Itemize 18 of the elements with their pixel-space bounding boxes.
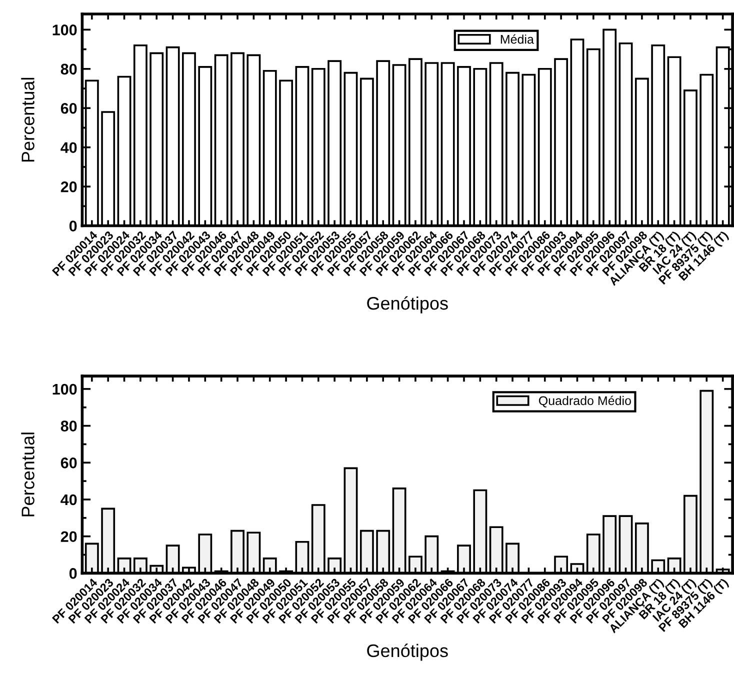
- y-tick-label: 80: [60, 64, 77, 75]
- y-tick-label: 100: [52, 24, 77, 36]
- x-axis-title: Genótipos: [367, 296, 448, 314]
- y-tick-label: 20: [60, 181, 77, 192]
- y-tick-label: 80: [60, 420, 77, 432]
- y-tick-label: 40: [60, 142, 77, 154]
- legend-label: Quadrado Médio: [538, 396, 631, 408]
- y-axis-title: Percentual: [21, 78, 34, 162]
- y-tick-label: 20: [60, 531, 77, 542]
- y-tick-label: 40: [60, 494, 77, 506]
- y-tick-label: 100: [52, 384, 77, 395]
- y-tick-label: 60: [60, 102, 77, 114]
- x-axis-title: Genótipos: [367, 644, 448, 661]
- y-tick-label: 0: [69, 220, 77, 232]
- legend-label: Média: [500, 34, 534, 44]
- y-tick-label: 0: [69, 568, 77, 579]
- y-tick-label: 60: [60, 458, 77, 468]
- y-axis-title: Percentual: [21, 432, 34, 516]
